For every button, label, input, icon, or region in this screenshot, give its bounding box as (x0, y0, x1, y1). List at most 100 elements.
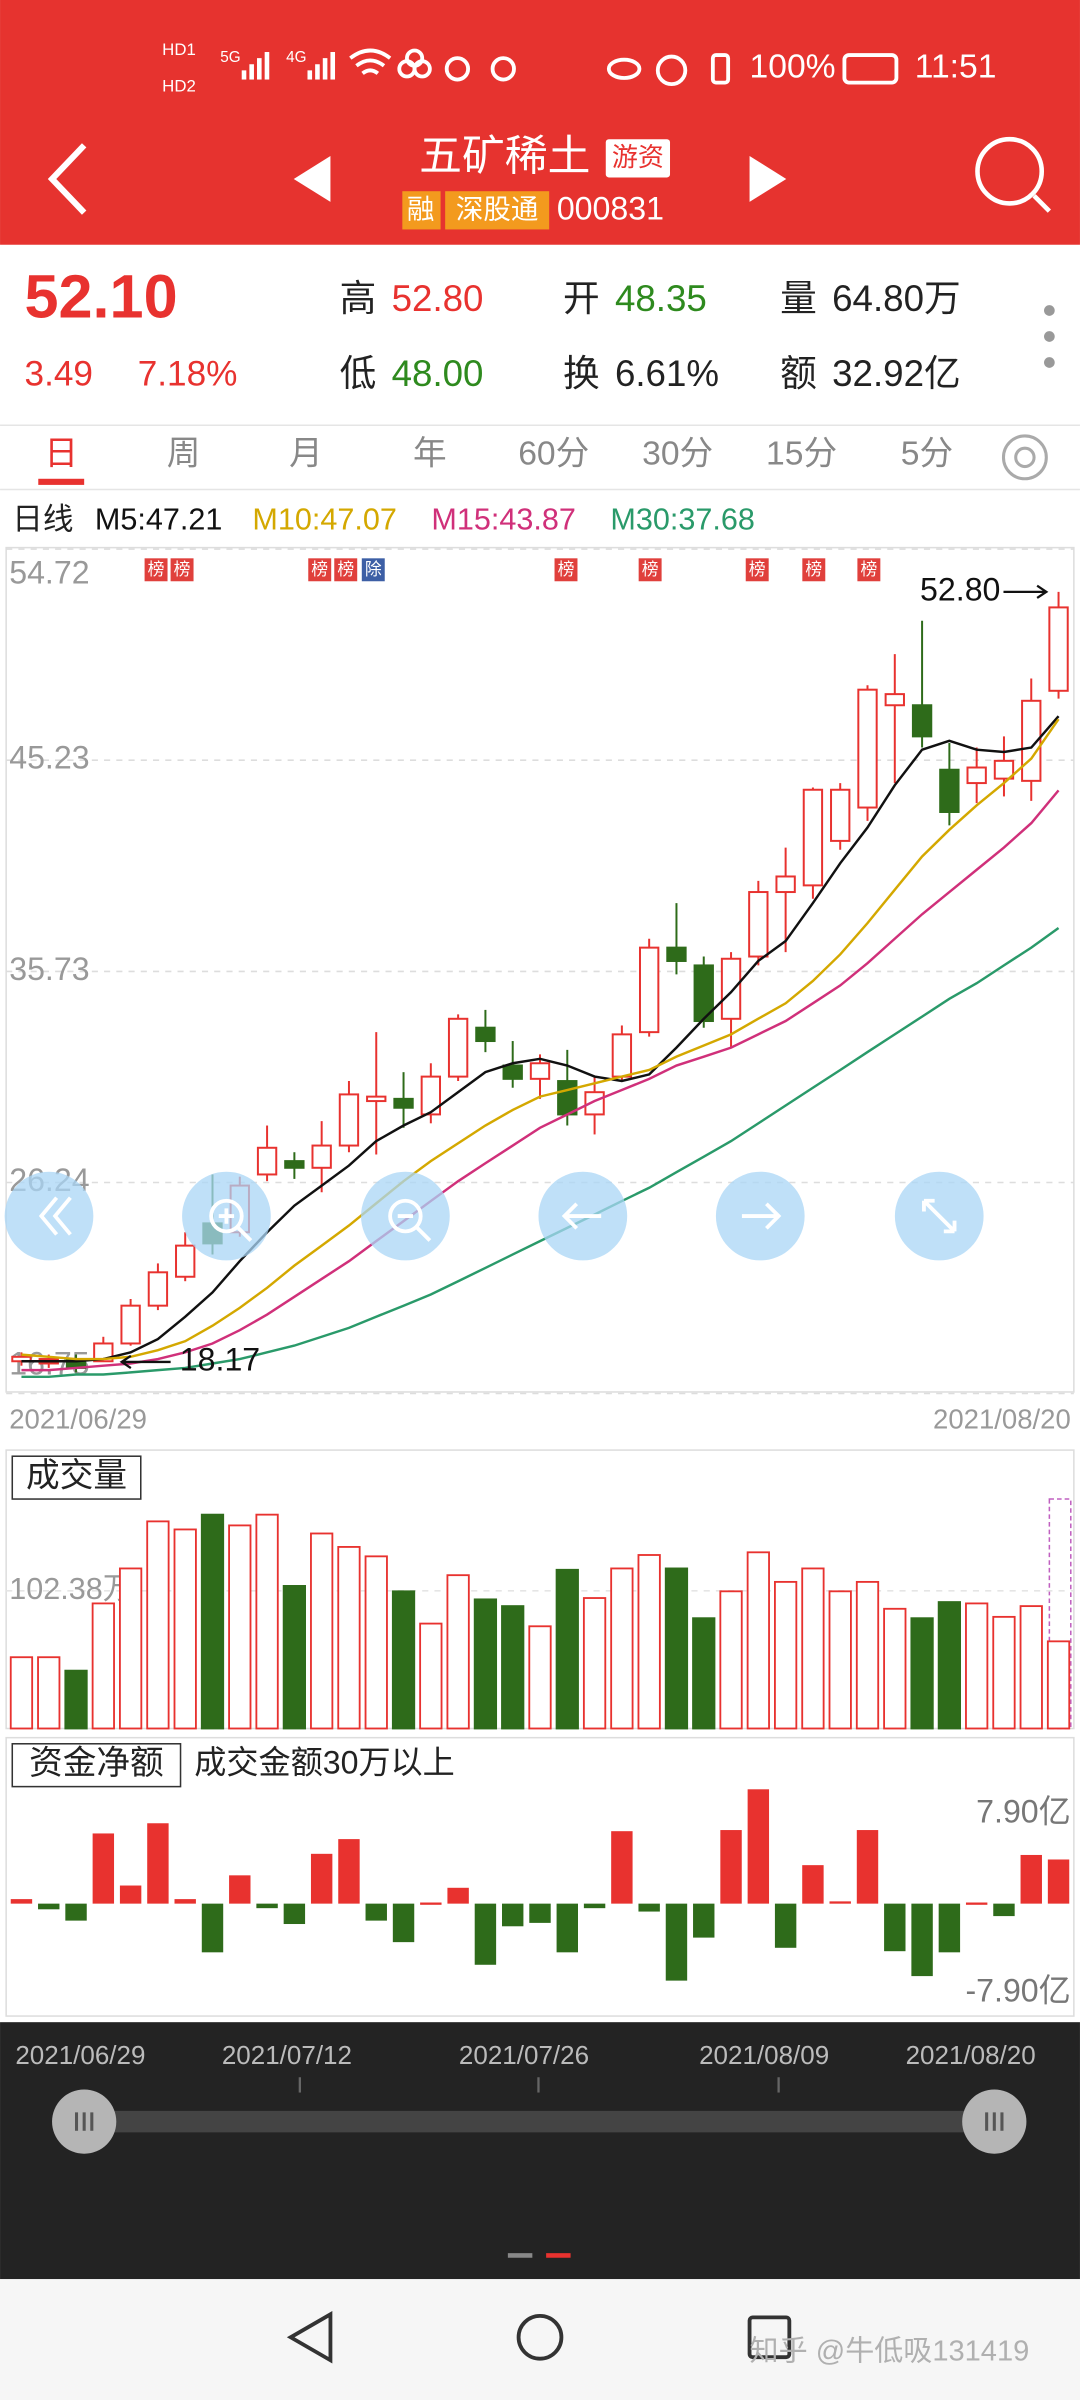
candle-body (366, 1095, 387, 1103)
tool-button[interactable] (4, 1171, 94, 1261)
navigator-date: 2021/07/12 (222, 2040, 352, 2070)
volume-bar (664, 1567, 689, 1730)
flow-bar (365, 1903, 387, 1921)
settings-button[interactable] (1001, 434, 1048, 481)
pane-title: 成交量 (26, 1457, 127, 1495)
tab[interactable]: 5分 (901, 436, 953, 473)
volume-bar (64, 1669, 88, 1730)
tab[interactable]: 月 (289, 436, 323, 473)
volume-bar (1019, 1605, 1043, 1730)
y-tick-label: -7.90亿 (965, 1973, 1070, 2009)
navigator-date: 2021/07/26 (459, 2040, 589, 2070)
ma-line (21, 927, 1060, 1379)
search-button[interactable] (975, 136, 1051, 213)
low-annotation: 18.17 (180, 1341, 260, 1377)
field-label: 低 (340, 353, 377, 394)
back-button[interactable] (47, 143, 87, 215)
more-button[interactable] (1044, 305, 1055, 368)
volume-bar (337, 1546, 361, 1730)
volume-bar (501, 1605, 525, 1730)
field-label: 换 (563, 353, 600, 394)
field-value: 64.80万 (832, 278, 961, 319)
volume-bar (528, 1625, 552, 1730)
legend-entry: M5:47.21 (95, 503, 222, 537)
event-badge (745, 558, 769, 582)
flow-bar (310, 1853, 333, 1904)
event-badge (308, 558, 332, 582)
field-label: 额 (780, 353, 817, 394)
field-value: 6.61% (615, 353, 719, 394)
volume-bar (637, 1554, 661, 1730)
volume-bar (855, 1580, 880, 1730)
volume-bar (91, 1602, 115, 1730)
y-tick-label: 7.90亿 (976, 1794, 1071, 1830)
annotation-arrow (1003, 584, 1049, 599)
range-handle[interactable] (962, 2089, 1027, 2154)
flow-bar (283, 1903, 306, 1925)
stock-tag: 深股通 (456, 193, 539, 224)
flow-bar (147, 1823, 169, 1904)
flow-bar (65, 1903, 87, 1921)
candle-body (447, 1017, 469, 1078)
volume-bar (692, 1617, 716, 1730)
field-label: 量 (780, 278, 817, 319)
range-handle[interactable] (52, 2089, 117, 2154)
volume-bar (610, 1567, 634, 1730)
pane-label-box (11, 1743, 182, 1788)
stock-tag: 融 (407, 193, 435, 224)
tab[interactable]: 周 (167, 436, 201, 473)
stock-name: 五矿稀土 (419, 132, 590, 180)
next-stock-button[interactable] (749, 156, 787, 202)
pane-label-box (11, 1455, 142, 1500)
volume-bar (9, 1656, 34, 1730)
flow-bar (638, 1903, 660, 1912)
event-badge-label: 榜 (174, 560, 191, 579)
clock: 11:51 (915, 49, 997, 86)
field-value: 52.80 (392, 278, 484, 319)
candle-body (1021, 699, 1042, 782)
price-pane (5, 546, 1075, 1393)
nav-back[interactable] (286, 2311, 333, 2364)
candle-body (857, 688, 878, 809)
volume-bar (555, 1568, 579, 1730)
tab[interactable]: 60分 (518, 436, 589, 473)
flow-bar (856, 1830, 879, 1904)
volume-bar (746, 1551, 770, 1730)
tab[interactable]: 30分 (642, 436, 713, 473)
flow-bar (1020, 1854, 1042, 1904)
volume-bar (118, 1567, 143, 1730)
flow-bar (10, 1899, 33, 1904)
navigator-date: 2021/08/09 (699, 2040, 829, 2070)
x-tick-label: 2021/08/20 (933, 1403, 1071, 1434)
last-price: 52.10 (25, 262, 178, 330)
tab[interactable]: 日 (44, 436, 78, 473)
volume-bar (719, 1590, 743, 1730)
flow-bar (993, 1903, 1015, 1917)
flow-bar (529, 1903, 551, 1923)
flow-bar (829, 1901, 851, 1904)
tab[interactable]: 年 (413, 435, 447, 473)
nav-recents[interactable] (747, 2315, 792, 2360)
event-badge-label: 榜 (558, 560, 575, 579)
candle-body (256, 1146, 278, 1176)
candle-body (666, 946, 687, 962)
prev-stock-button[interactable] (293, 156, 331, 202)
tag-box (402, 191, 441, 230)
tool-icon (561, 1202, 602, 1230)
candle-body (584, 1091, 605, 1116)
tab[interactable]: 15分 (766, 436, 837, 473)
stock-code: 000831 (557, 191, 664, 227)
badge-box (605, 139, 671, 178)
candle-body (748, 891, 769, 958)
candle-body (638, 946, 660, 1034)
nav-home[interactable] (516, 2313, 564, 2361)
candle-body (475, 1026, 496, 1043)
volume-bar (419, 1622, 443, 1730)
volume-bar (883, 1607, 907, 1730)
candle-body (502, 1064, 523, 1080)
page-dot (507, 2253, 533, 2258)
candle-body (529, 1062, 551, 1080)
period-tabs: 日 周 月 年 60分 30分 15分 5分 (44, 435, 953, 473)
